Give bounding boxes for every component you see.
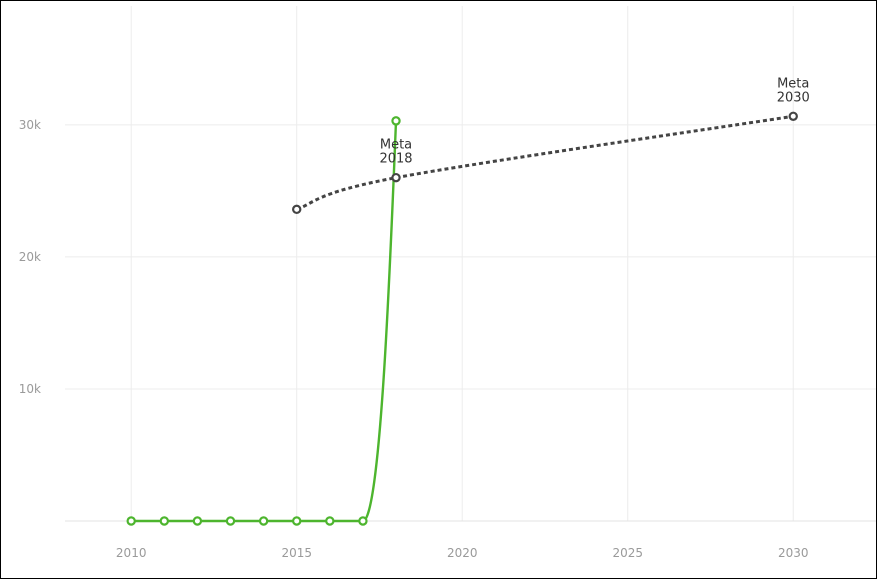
x-tick-label: 2030 [778,546,809,560]
x-tick-label: 2010 [116,546,147,560]
tick-labels: 2010 2015 2020 2025 2030 10k 20k 30k [19,118,809,560]
y-tick-label: 30k [19,118,41,132]
series-2-point [788,111,798,121]
series-2-line [296,114,794,211]
y-tick-label: 10k [19,382,41,396]
series [126,111,798,526]
x-tick-label: 2020 [447,546,478,560]
series-2-point [391,172,401,183]
annotation-label: 2018 [379,152,412,167]
x-tick-label: 2025 [612,546,643,560]
x-tick-label: 2015 [281,546,312,560]
annotation-label: Meta [380,138,412,153]
series-1-point [192,516,203,526]
series-1-point [225,516,236,526]
series-1-point [325,516,335,526]
series-1-point [126,516,136,526]
series-1-point [159,516,170,526]
annotation-label: 2030 [777,90,810,105]
grid [65,6,876,522]
series-1-point [292,516,302,526]
series-1-point [258,516,269,526]
annotation-label: Meta [777,76,809,91]
series-1-line [131,120,398,523]
series-1-point [358,516,368,526]
y-tick-label: 20k [19,250,41,264]
series-2-point [292,204,302,215]
series-1-point [391,116,401,126]
